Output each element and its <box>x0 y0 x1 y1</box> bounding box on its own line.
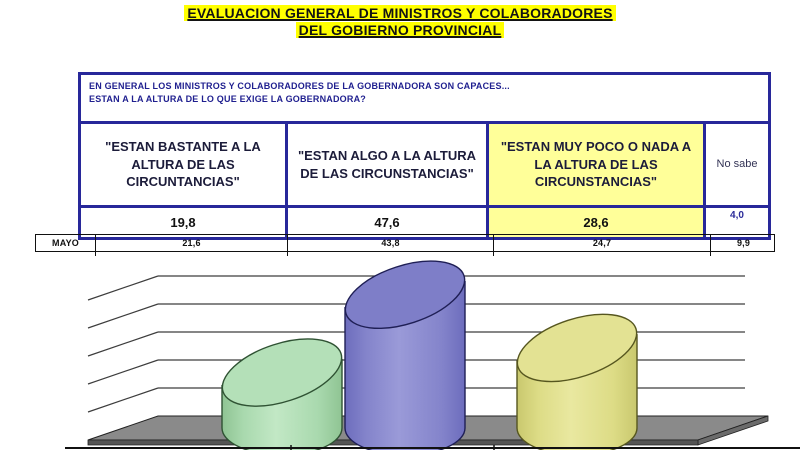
mayo-label: MAYO <box>36 235 96 251</box>
question-cell: EN GENERAL LOS MINISTROS Y COLABORADORES… <box>78 72 771 124</box>
mayo-row-table: MAYO 21,6 43,8 24,7 9,9 <box>35 234 775 252</box>
survey-table: EN GENERAL LOS MINISTROS Y COLABORADORES… <box>78 72 771 240</box>
mayo-divider-tick <box>287 252 288 256</box>
column-header-row: "ESTAN BASTANTE A LA ALTURA DE LAS CIRCU… <box>78 121 771 208</box>
mayo-value-algo: 43,8 <box>288 235 494 251</box>
cylinder-top-2 <box>516 313 638 383</box>
cylinder-top-1 <box>344 260 466 330</box>
column-header-algo: "ESTAN ALGO A LA ALTURA DE LAS CIRCUNSTA… <box>285 121 489 208</box>
mayo-value-bastante: 21,6 <box>96 235 288 251</box>
question-line2: ESTAN A LA ALTURA DE LO QUE EXIGE LA GOB… <box>89 93 366 104</box>
mayo-divider-tick <box>95 252 96 256</box>
page-title: EVALUACION GENERAL DE MINISTROS Y COLABO… <box>0 5 800 39</box>
cylinder-top-0 <box>221 338 343 407</box>
page-title-line1: EVALUACION GENERAL DE MINISTROS Y COLABO… <box>0 5 800 22</box>
question-row: EN GENERAL LOS MINISTROS Y COLABORADORES… <box>78 72 771 124</box>
column-header-bastante: "ESTAN BASTANTE A LA ALTURA DE LAS CIRCU… <box>78 121 288 208</box>
mayo-divider-tick <box>710 252 711 256</box>
column-header-no-sabe: No sabe <box>703 121 771 208</box>
column-header-muy-poco: "ESTAN MUY POCO O NADA A LA ALTURA DE LA… <box>486 121 706 208</box>
question-line1: EN GENERAL LOS MINISTROS Y COLABORADORES… <box>89 81 510 91</box>
page-title-line1-text: EVALUACION GENERAL DE MINISTROS Y COLABO… <box>184 5 616 21</box>
mayo-divider-tick <box>493 252 494 256</box>
mayo-value-no-sabe: 9,9 <box>736 238 751 248</box>
cylinder-chart <box>65 260 800 450</box>
mayo-value-muy-poco: 24,7 <box>494 235 711 251</box>
page-title-line2: DEL GOBIERNO PROVINCIAL <box>0 22 800 39</box>
page-title-line2-text: DEL GOBIERNO PROVINCIAL <box>295 22 505 38</box>
